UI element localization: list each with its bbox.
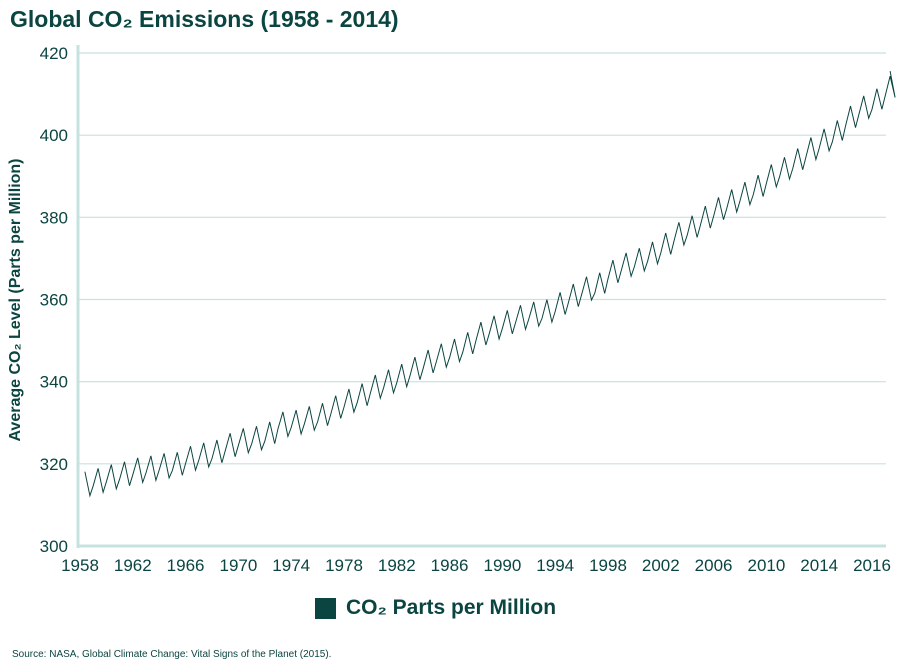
x-tick-label: 1978 <box>325 556 363 575</box>
x-tick-label: 2010 <box>747 556 785 575</box>
x-tick-label: 1982 <box>378 556 416 575</box>
legend-label: CO₂ Parts per Million <box>346 596 557 619</box>
legend-swatch <box>315 597 336 619</box>
source-note: Source: NASA, Global Climate Change: Vit… <box>12 649 332 660</box>
y-tick-label: 420 <box>40 44 68 63</box>
x-tick-label: 2016 <box>853 556 891 575</box>
co2-series-line <box>84 71 896 498</box>
x-tick-label: 1998 <box>589 556 627 575</box>
x-tick-label: 1974 <box>272 556 310 575</box>
x-tick-label: 1990 <box>483 556 521 575</box>
y-tick-label: 380 <box>40 208 68 227</box>
y-tick-label: 300 <box>40 537 68 556</box>
legend: CO₂ Parts per Million <box>315 596 556 620</box>
x-tick-label: 2002 <box>642 556 680 575</box>
y-tick-label: 400 <box>40 126 68 145</box>
x-tick-label: 2006 <box>695 556 733 575</box>
x-tick-label: 1966 <box>167 556 205 575</box>
x-tick-label: 1986 <box>431 556 469 575</box>
y-tick-label: 340 <box>40 373 68 392</box>
x-tick-label: 1970 <box>219 556 257 575</box>
y-tick-label: 360 <box>40 291 68 310</box>
y-tick-label: 320 <box>40 455 68 474</box>
x-tick-label: 2014 <box>800 556 838 575</box>
chart-title: Global CO₂ Emissions (1958 - 2014) <box>10 6 399 32</box>
x-tick-label: 1958 <box>61 556 99 575</box>
x-tick-label: 1962 <box>114 556 152 575</box>
x-tick-label: 1994 <box>536 556 574 575</box>
